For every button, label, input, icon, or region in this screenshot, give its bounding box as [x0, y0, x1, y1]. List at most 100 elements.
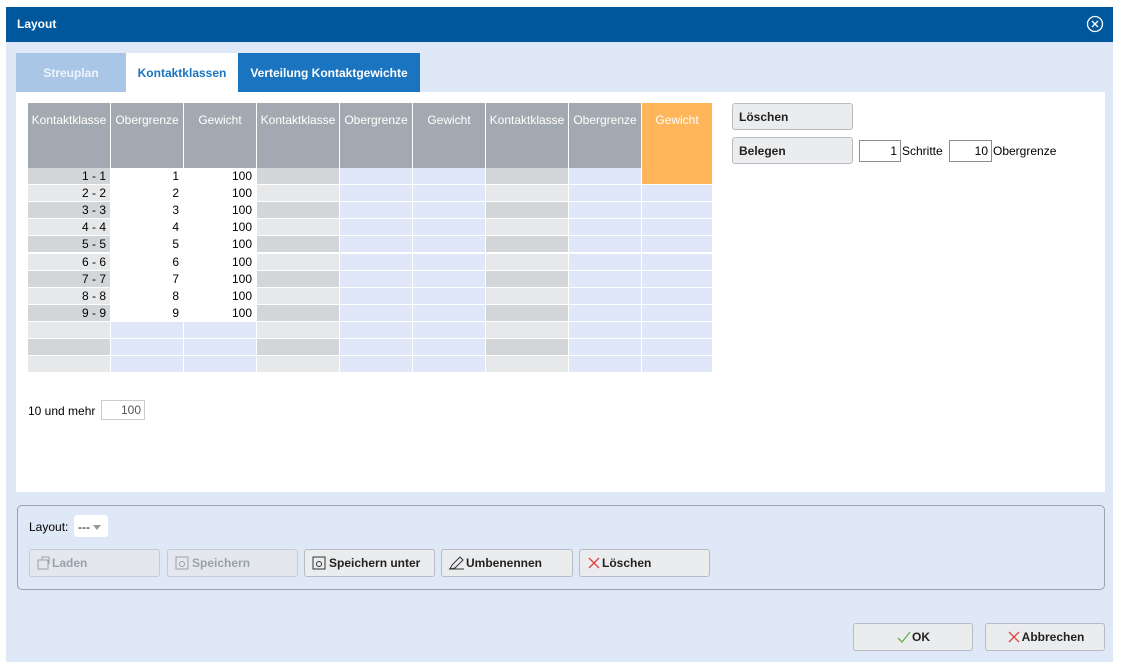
empty-cell	[486, 185, 569, 203]
empty-cell	[413, 236, 486, 254]
empty-cell	[486, 253, 569, 271]
empty-cell	[413, 270, 486, 288]
tab[interactable]: Kontaktklassen	[126, 53, 238, 92]
empty-cell	[413, 287, 486, 305]
column-header: Kontaktklasse	[28, 103, 111, 168]
delete-button[interactable]: Löschen	[579, 549, 710, 577]
column-header: Obergrenze	[111, 103, 184, 168]
button-label: Speichern unter	[329, 556, 421, 570]
load-button[interactable]: Laden	[29, 549, 160, 577]
empty-cell	[413, 219, 486, 237]
button-label: Speichern	[192, 556, 251, 570]
empty-cell	[642, 270, 713, 288]
close-button[interactable]	[1086, 15, 1104, 33]
empty-cell	[486, 202, 569, 220]
empty-cell	[569, 339, 642, 357]
button-label: Laden	[52, 556, 88, 570]
table-cell: 100	[184, 219, 257, 237]
empty-cell	[340, 253, 413, 271]
empty-cell	[642, 356, 713, 374]
empty-cell	[569, 168, 642, 186]
empty-cell	[642, 287, 713, 305]
tab[interactable]: Streuplan	[16, 53, 126, 92]
table-cell: 100	[184, 236, 257, 254]
empty-cell	[569, 253, 642, 271]
empty-cell	[340, 202, 413, 220]
empty-cell	[257, 185, 340, 203]
icon	[449, 556, 464, 570]
table-cell: 7 - 7	[28, 270, 111, 288]
table-cell: 5 - 5	[28, 236, 111, 254]
empty-cell	[486, 168, 569, 186]
table-cell: 9	[111, 304, 184, 322]
empty-cell	[184, 321, 257, 339]
table-cell: 9 - 9	[28, 304, 111, 322]
empty-cell	[184, 356, 257, 374]
empty-cell	[569, 304, 642, 322]
empty-cell	[413, 168, 486, 186]
empty-cell	[486, 304, 569, 322]
column-header: Kontaktklasse	[257, 103, 340, 168]
empty-cell	[642, 185, 713, 203]
empty-cell	[569, 236, 642, 254]
tab[interactable]: Verteilung Kontaktgewichte	[238, 53, 420, 92]
save-button[interactable]: Speichern	[167, 549, 298, 577]
empty-cell	[111, 356, 184, 374]
button-label: Umbenennen	[466, 556, 543, 570]
empty-cell	[28, 339, 111, 357]
empty-cell	[257, 253, 340, 271]
button-label: Abbrechen	[1021, 630, 1085, 644]
table-cell: 100	[184, 185, 257, 203]
empty-cell	[413, 304, 486, 322]
empty-cell	[340, 321, 413, 339]
empty-cell	[257, 356, 340, 374]
empty-cell	[257, 321, 340, 339]
table-cell: 100	[184, 202, 257, 220]
rename-button[interactable]: Umbenennen	[441, 549, 573, 577]
empty-cell	[257, 202, 340, 220]
empty-cell	[257, 304, 340, 322]
limit-input[interactable]: 10	[949, 140, 992, 162]
empty-cell	[642, 202, 713, 220]
fill-button[interactable]: Belegen	[732, 137, 853, 164]
table-cell: 4	[111, 219, 184, 237]
button-label: OK	[912, 630, 930, 644]
empty-cell	[257, 270, 340, 288]
icon	[175, 556, 189, 570]
empty-cell	[340, 356, 413, 374]
empty-cell	[569, 356, 642, 374]
table-cell: 1 - 1	[28, 168, 111, 186]
table-cell: 8 - 8	[28, 287, 111, 305]
clear-button[interactable]: Löschen	[732, 103, 853, 130]
empty-cell	[257, 339, 340, 357]
empty-cell	[340, 185, 413, 203]
overflow-input[interactable]: 100	[101, 400, 145, 420]
cancel-button[interactable]: Abbrechen	[985, 623, 1105, 651]
table-cell: 3	[111, 202, 184, 220]
empty-cell	[486, 287, 569, 305]
save-as-button[interactable]: Speichern unter	[304, 549, 435, 577]
layout-label: Layout:	[29, 520, 69, 534]
column-header: Obergrenze	[340, 103, 413, 168]
steps-label: Schritte	[902, 144, 943, 158]
layout-select[interactable]: ---	[74, 515, 108, 537]
table-cell: 100	[184, 304, 257, 322]
empty-cell	[569, 202, 642, 220]
empty-cell	[413, 185, 486, 203]
empty-cell	[257, 287, 340, 305]
table-cell: 6 - 6	[28, 253, 111, 271]
table-cell: 6	[111, 253, 184, 271]
table-cell: 5	[111, 236, 184, 254]
empty-cell	[413, 253, 486, 271]
empty-cell	[642, 219, 713, 237]
empty-cell	[486, 339, 569, 357]
overflow-label: 10 und mehr	[28, 404, 96, 418]
table-cell: 8	[111, 287, 184, 305]
empty-cell	[340, 236, 413, 254]
empty-cell	[642, 304, 713, 322]
dropdown-arrow	[93, 525, 101, 530]
steps-input[interactable]: 1	[859, 140, 901, 162]
select-value: ---	[78, 520, 90, 534]
ok-button[interactable]: OK	[853, 623, 973, 651]
